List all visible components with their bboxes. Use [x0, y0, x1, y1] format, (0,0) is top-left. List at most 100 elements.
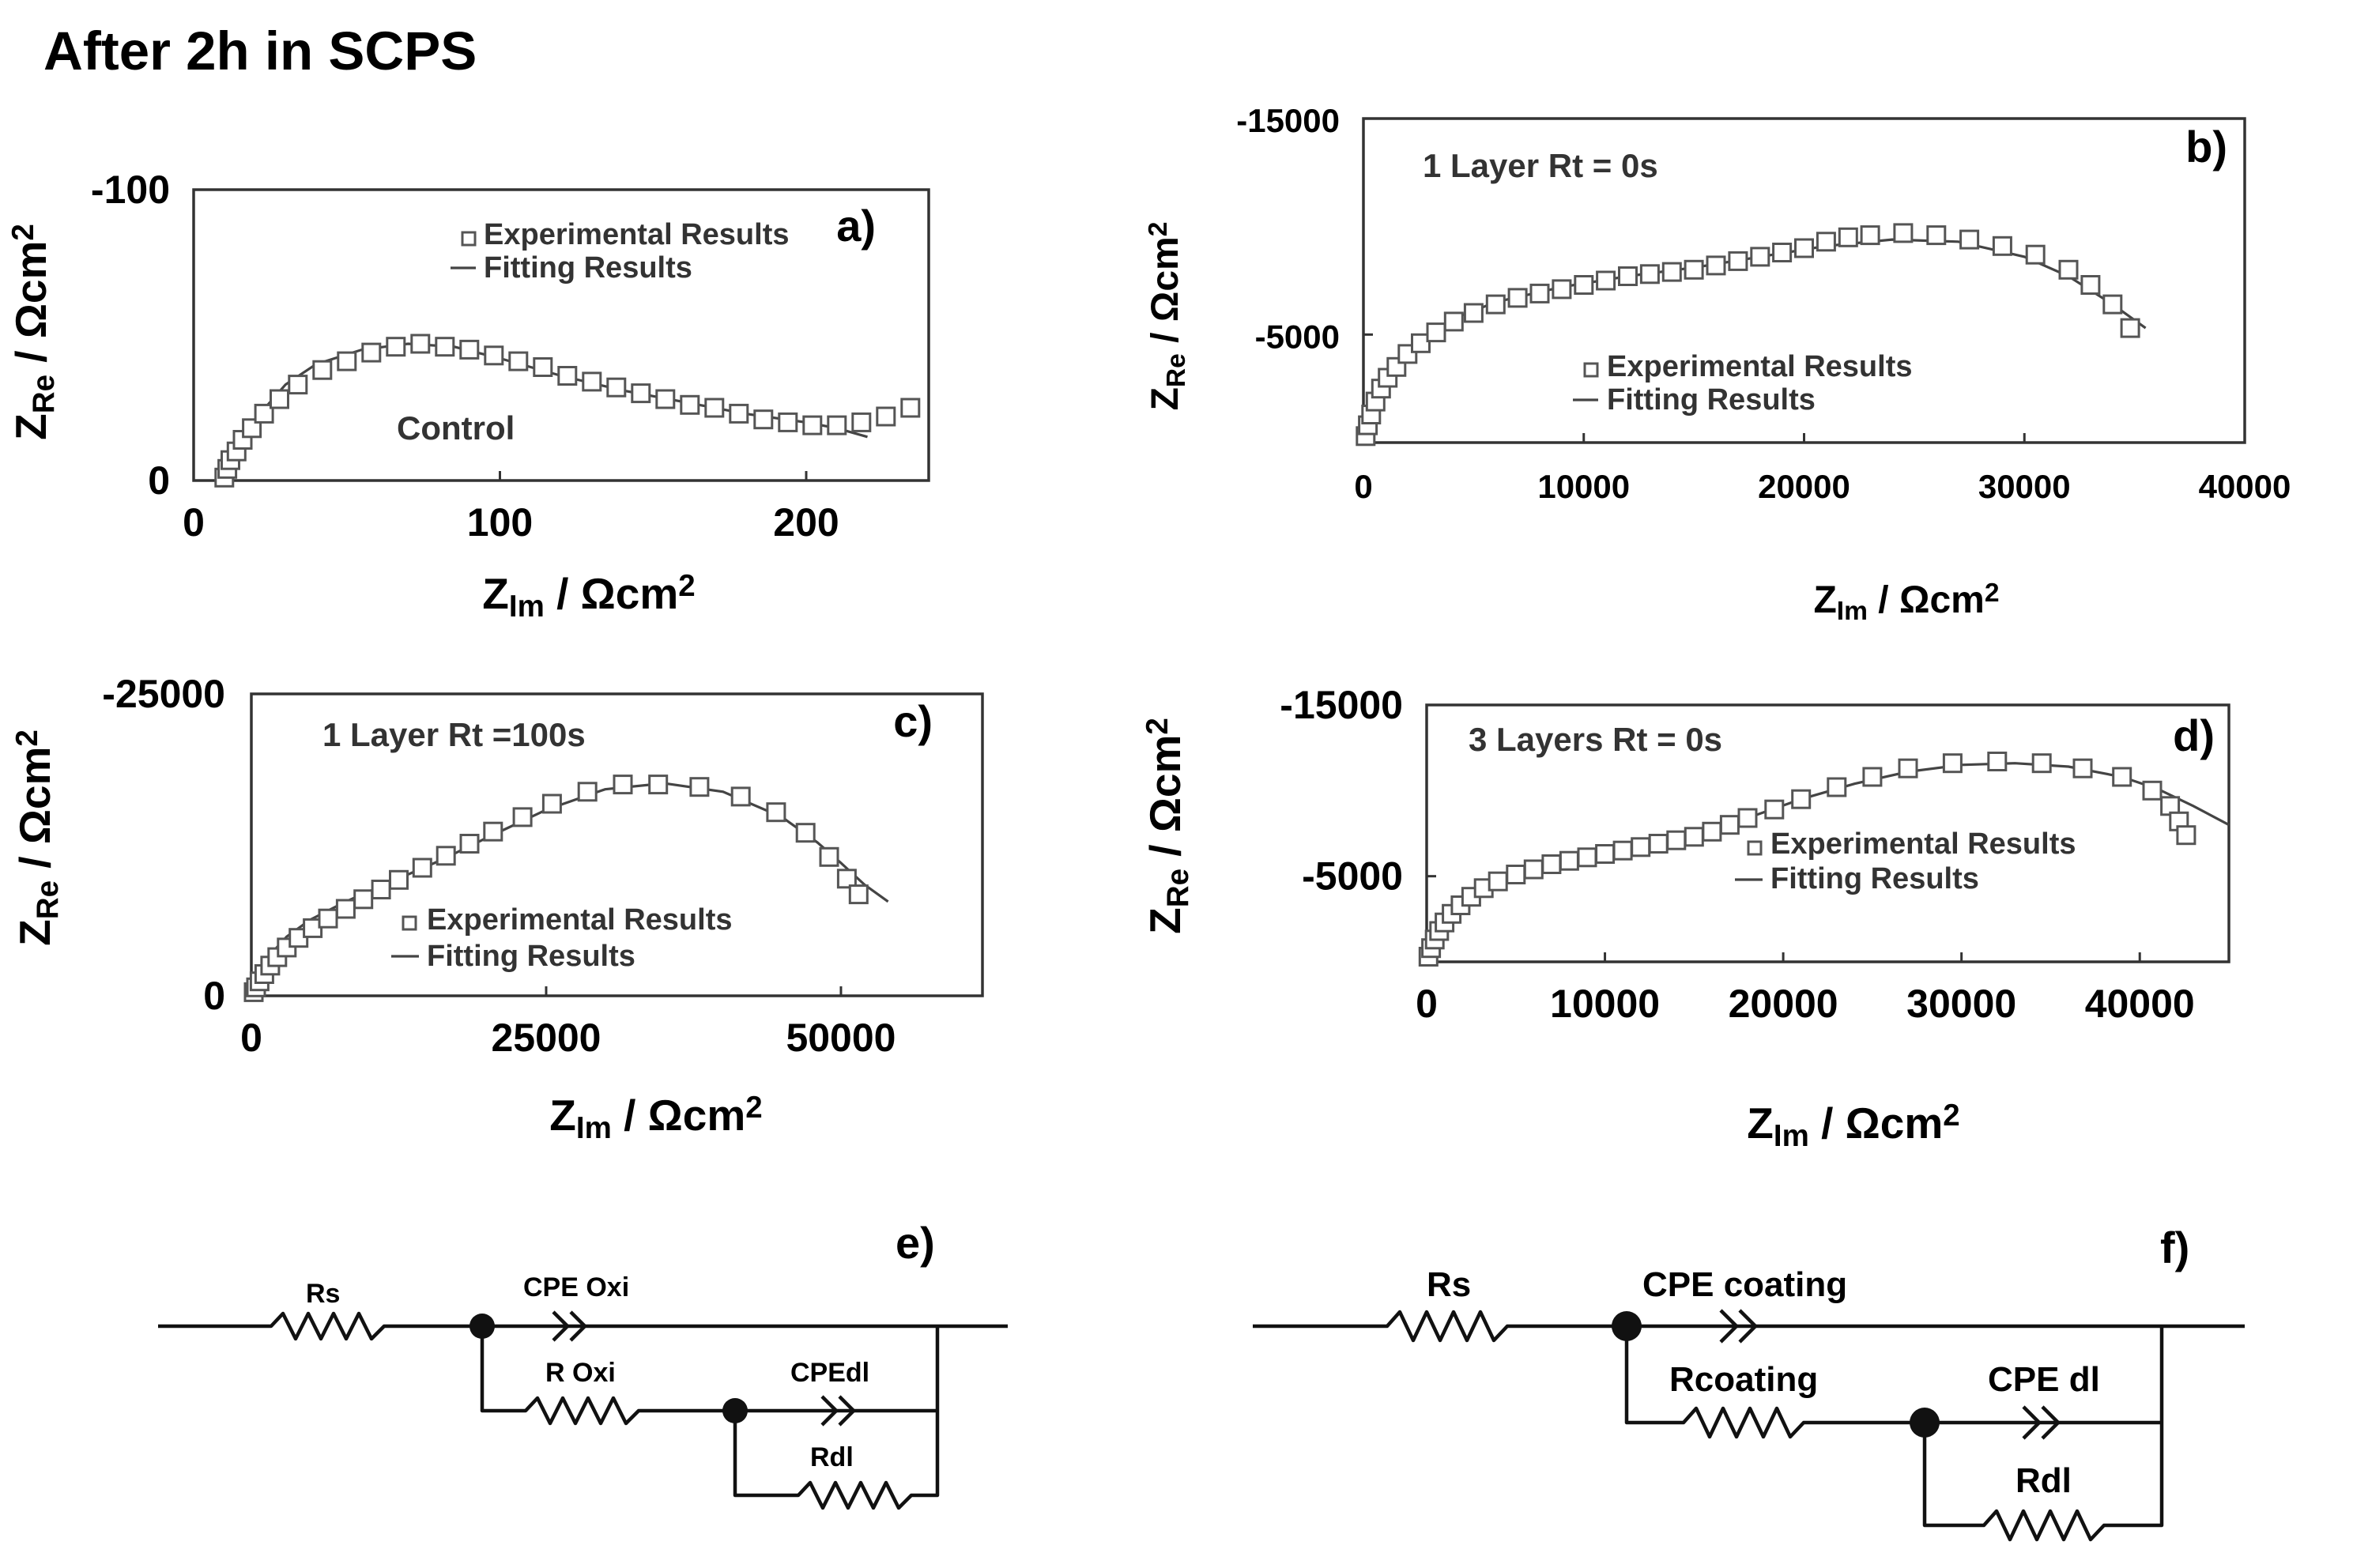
- experimental-point: [680, 394, 700, 415]
- experimental-point: [2142, 780, 2163, 801]
- x-tick-label: 0: [183, 500, 205, 545]
- y-tick-label: -15000: [1236, 102, 1340, 139]
- experimental-point: [484, 345, 504, 366]
- experimental-point: [1631, 837, 1651, 858]
- circuit-f-node-1: [1612, 1311, 1642, 1341]
- experimental-point: [318, 908, 338, 929]
- circuit-e-main-wire: [158, 1311, 1008, 1341]
- chart-3: 0 25000 50000 0 -25000 ZIm / Ωcm2 ZRe / Ωcm2 c)…: [10, 672, 984, 1145]
- y-tick-label: -25000: [102, 672, 225, 716]
- panel-annotation: 1 Layer Rt = 0s: [1423, 147, 1658, 184]
- experimental-point: [1661, 262, 1682, 282]
- experimental-point: [1959, 229, 1980, 250]
- x-tick-label: 0: [240, 1016, 262, 1060]
- experimental-point: [876, 406, 896, 427]
- experimental-point: [689, 777, 710, 797]
- experimental-point: [1666, 830, 1687, 850]
- experimental-point: [459, 339, 480, 360]
- x-tick-label: 10000: [1537, 468, 1630, 505]
- experimental-point: [1706, 255, 1726, 276]
- panel-annotation: Control: [397, 409, 515, 447]
- circuit-e-node-1: [469, 1314, 495, 1339]
- experimental-point: [730, 786, 751, 807]
- experimental-point: [1488, 871, 1508, 891]
- circuit-f-cpe-dl: [2022, 1405, 2061, 1440]
- circuit-f-rcoating-branch: [1624, 1326, 2162, 1439]
- experimental-point: [2080, 275, 2101, 295]
- experimental-point: [1523, 859, 1544, 880]
- experimental-point: [1529, 283, 1550, 303]
- experimental-point: [337, 351, 357, 371]
- experimental-point: [483, 821, 503, 842]
- experimental-point: [766, 802, 786, 823]
- circuit-f-rs-label: Rs: [1427, 1265, 1471, 1304]
- experimental-point: [795, 823, 816, 843]
- experimental-point: [1816, 232, 1836, 252]
- y-axis-title: ZRe / Ωcm2: [1144, 222, 1190, 411]
- x-tick-label: 20000: [1758, 468, 1850, 505]
- experimental-point: [1827, 777, 1847, 797]
- y-tick-label: -5000: [1302, 854, 1403, 899]
- experimental-point: [254, 403, 274, 424]
- experimental-point: [2112, 767, 2132, 787]
- x-tick-label: 30000: [1978, 468, 2071, 505]
- x-axis-title: ZIm / Ωcm2: [1747, 1099, 1959, 1153]
- experimental-point: [1750, 247, 1770, 267]
- y-tick-label: -5000: [1255, 318, 1340, 355]
- panel-annotation: 3 Layers Rt = 0s: [1469, 721, 1722, 758]
- panel-label: a): [836, 201, 876, 251]
- experimental-point: [1443, 311, 1464, 332]
- experimental-point: [557, 366, 578, 386]
- x-tick-label: 0: [1416, 982, 1438, 1026]
- experimental-point: [1639, 264, 1660, 285]
- experimental-point: [1838, 227, 1858, 247]
- legend-label-fitting: Fitting Results: [427, 940, 635, 973]
- experimental-point: [648, 775, 669, 795]
- legend-marker-experimental: [402, 915, 417, 931]
- experimental-point: [335, 899, 356, 919]
- experimental-point: [753, 409, 774, 430]
- experimental-point: [2176, 825, 2197, 846]
- circuit-e-rdl-branch: [733, 1326, 940, 1510]
- panel-label: b): [2185, 122, 2227, 172]
- circuit-f-r-mid-label: Rcoating: [1669, 1360, 1818, 1399]
- experimental-point: [582, 371, 602, 392]
- experimental-point: [1992, 236, 2012, 256]
- experimental-point: [1559, 850, 1579, 871]
- circuit-f-rdl-branch: [1922, 1326, 2164, 1542]
- experimental-point: [1702, 821, 1722, 842]
- experimental-point: [1485, 294, 1506, 315]
- experimental-point: [1893, 223, 1914, 243]
- experimental-point: [613, 775, 633, 795]
- experimental-point: [1794, 238, 1814, 258]
- experimental-point: [436, 846, 456, 866]
- y-tick-label: 0: [148, 458, 170, 503]
- experimental-point: [1574, 275, 1594, 295]
- circuit-f: f) Rs CPE coating Rcoating CPE dl Rdl: [1253, 1223, 2245, 1542]
- experimental-point: [410, 334, 431, 354]
- experimental-point: [1507, 288, 1528, 308]
- experimental-point: [848, 884, 869, 905]
- legend-label-experimental: Experimental Results: [1770, 827, 2076, 861]
- y-axis-title: ZRe / Ωcm2: [10, 729, 65, 946]
- plot-frame: [250, 692, 984, 997]
- experimental-point: [1684, 827, 1704, 847]
- experimental-point: [900, 398, 921, 418]
- experimental-point: [533, 357, 553, 377]
- plot-frame: [192, 188, 930, 482]
- y-axis-title: ZRe / Ωcm2: [6, 224, 61, 440]
- experimental-point: [508, 351, 529, 371]
- experimental-point: [1596, 270, 1616, 291]
- circuit-e-node-2: [722, 1398, 748, 1423]
- experimental-point: [412, 858, 432, 878]
- experimental-point: [288, 375, 308, 395]
- experimental-point: [655, 389, 676, 409]
- experimental-point: [1463, 303, 1484, 323]
- experimental-point: [2058, 259, 2079, 280]
- x-tick-label: 10000: [1550, 982, 1660, 1026]
- x-tick-label: 0: [1354, 468, 1372, 505]
- circuit-f-r-inner-label: Rdl: [2016, 1461, 2072, 1500]
- experimental-point: [1506, 865, 1526, 884]
- experimental-point: [1541, 854, 1562, 874]
- chart-2: 0 10000 20000 30000 40000 -5000 -15000 ZIm / Ωc…: [1144, 102, 2291, 626]
